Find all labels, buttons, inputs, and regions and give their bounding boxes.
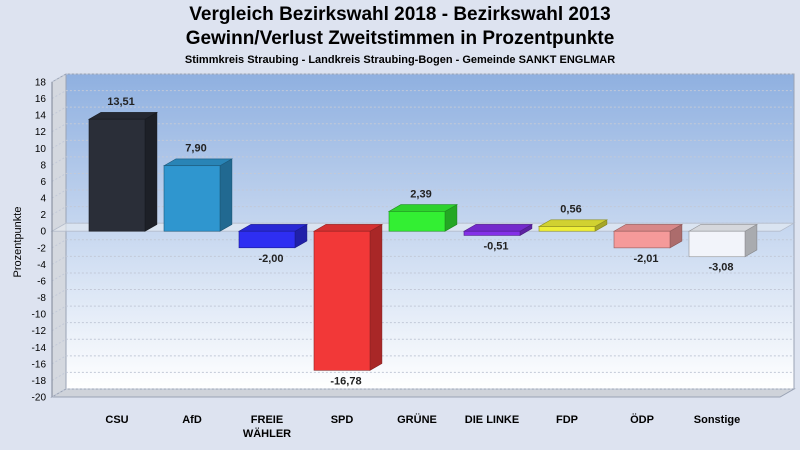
bar: [87, 111, 159, 232]
x-tick-label: FREIE: [251, 414, 283, 426]
gridline: [51, 272, 794, 282]
gridline: [51, 156, 794, 166]
gridline: [51, 90, 794, 100]
gridline: [51, 139, 794, 149]
bar: [312, 223, 384, 371]
bar-value-label: 0,56: [560, 204, 581, 216]
gridline: [51, 172, 794, 182]
x-tick-label: DIE LINKE: [465, 414, 519, 426]
gridline: [51, 239, 794, 249]
bar-front: [388, 211, 446, 232]
bar: [537, 219, 609, 232]
bar: [162, 158, 234, 232]
bar-side: [219, 158, 233, 232]
gridline: [51, 106, 794, 116]
bar-value-label: -16,78: [330, 375, 361, 387]
bar-value-label: -3,08: [708, 262, 733, 274]
x-tick-label: Sonstige: [694, 414, 740, 426]
chart-subtitle: Stimmkreis Straubing - Landkreis Straubi…: [184, 54, 616, 66]
bar-front: [88, 118, 146, 232]
bar: [387, 204, 459, 232]
gridline: [51, 355, 794, 365]
x-tick-label: ÖDP: [630, 413, 654, 426]
gridline: [51, 371, 794, 381]
y-tick-label: 14: [35, 111, 47, 122]
gridline: [51, 289, 794, 298]
y-tick-label: 18: [35, 78, 47, 89]
bar-top: [87, 112, 159, 120]
bar: [462, 223, 534, 236]
y-tick-label: 4: [40, 194, 46, 205]
y-tick-label: 2: [40, 210, 46, 221]
bar-value-label: -2,00: [258, 253, 283, 265]
y-tick-label: -4: [37, 260, 46, 271]
bar: [687, 223, 759, 258]
bar-value-label: -0,51: [483, 240, 508, 252]
y-tick-label: -20: [32, 393, 47, 404]
bar: [612, 223, 684, 249]
y-tick-label: -2: [37, 243, 46, 254]
gridline: [51, 305, 794, 315]
bar-front: [463, 230, 521, 236]
y-tick-label: -12: [32, 326, 47, 337]
bar-top: [462, 224, 534, 232]
x-tick-label: CSU: [105, 414, 128, 426]
gridline: [51, 388, 794, 398]
y-tick-label: 10: [35, 144, 47, 155]
y-tick-label: -16: [32, 359, 47, 370]
bar-front: [688, 230, 746, 258]
y-tick-label: 0: [40, 227, 46, 238]
bar-value-label: 7,90: [185, 143, 206, 155]
y-tick-label: 8: [40, 160, 46, 171]
plot-side-wall: [51, 73, 67, 398]
bar-top: [312, 224, 384, 232]
x-tick-label: SPD: [331, 414, 354, 426]
bar-front: [538, 226, 596, 232]
bar-top: [537, 219, 609, 227]
x-tick-label: WÄHLER: [243, 427, 291, 440]
y-tick-label: -10: [32, 310, 47, 321]
y-tick-label: 12: [35, 127, 47, 138]
bar-top: [387, 204, 459, 212]
x-tick-label: AfD: [182, 414, 202, 426]
y-tick-label: 6: [40, 177, 46, 188]
x-tick-label: FDP: [556, 414, 578, 426]
bar-front: [613, 230, 671, 249]
gridline: [51, 206, 794, 216]
bar-front: [313, 230, 371, 371]
x-tick-label: GRÜNE: [397, 413, 437, 426]
bar-top: [612, 224, 684, 232]
bar-side: [144, 111, 158, 232]
bar-top: [162, 158, 234, 167]
bar-value-label: 13,51: [107, 96, 135, 108]
chart-title: Vergleich Bezirkswahl 2018 - Bezirkswahl…: [189, 4, 611, 25]
bar-top: [687, 224, 759, 232]
bar-value-label: -2,01: [633, 253, 658, 265]
bar-top: [237, 224, 309, 232]
y-tick-label: -8: [37, 293, 46, 304]
plot-floor: [50, 388, 796, 398]
chart-title-line2: Gewinn/Verlust Zweitstimmen in Prozentpu…: [185, 28, 615, 49]
y-tick-label: 16: [35, 94, 47, 105]
bar-value-label: 2,39: [410, 188, 431, 200]
y-tick-label: -14: [32, 343, 47, 354]
bar-front: [163, 165, 221, 232]
gridline: [51, 255, 794, 265]
gridline: [51, 322, 794, 332]
bar: [237, 223, 309, 249]
gridline: [51, 123, 794, 133]
y-tick-label: -18: [32, 376, 47, 387]
gridline: [51, 189, 794, 199]
bar-side: [369, 223, 383, 371]
gridline: [51, 73, 794, 83]
gridline: [51, 338, 794, 348]
bar-front: [238, 230, 296, 249]
y-tick-label: -6: [37, 276, 46, 287]
